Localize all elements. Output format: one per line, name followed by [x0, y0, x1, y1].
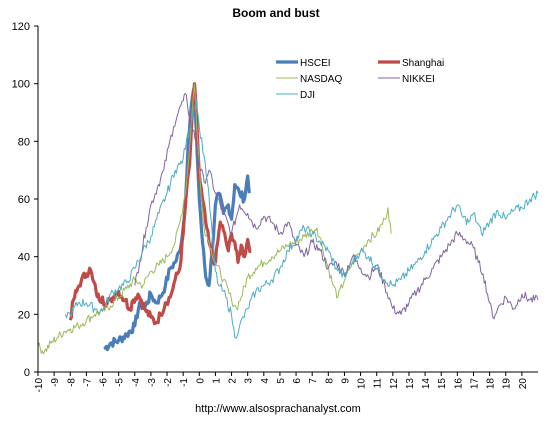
legend-entry-dji: DJI [276, 90, 315, 101]
x-tick-label-8: 8 [324, 378, 335, 384]
legend-label-hscei: HSCEI [300, 58, 331, 69]
x-tick-label-17: 17 [469, 378, 480, 390]
y-tick-label-0: 0 [24, 367, 30, 379]
x-tick-label-15: 15 [437, 378, 448, 390]
series-line-nasdaq [37, 83, 392, 355]
x-tick-label-9: 9 [340, 378, 351, 384]
x-tick-label-20: 20 [518, 378, 529, 390]
y-tick-label-100: 100 [12, 79, 30, 91]
legend: HSCEI Shanghai NASDAQ NIKKEI DJI [276, 58, 444, 101]
y-tick-label-40: 40 [18, 252, 30, 264]
legend-entry-hscei: HSCEI [276, 58, 331, 69]
x-tick-label-1: 1 [211, 378, 222, 384]
legend-label-dji: DJI [300, 90, 315, 101]
x-tick-label-14: 14 [421, 378, 432, 390]
x-tick-label-7: 7 [308, 378, 319, 384]
legend-label-shanghai: Shanghai [402, 58, 444, 69]
series-line-shanghai [68, 82, 252, 326]
y-tick-label-120: 120 [12, 21, 30, 33]
legend-entry-shanghai: Shanghai [378, 58, 444, 69]
x-tick-label--10: -10 [34, 378, 45, 393]
x-tick-label--1: -1 [179, 378, 190, 387]
series-line-dji [64, 97, 539, 339]
y-tick-label-20: 20 [18, 309, 30, 321]
x-tick-label-4: 4 [260, 378, 271, 384]
x-tick-label--5: -5 [115, 378, 126, 387]
legend-entry-nikkei: NIKKEI [378, 74, 435, 85]
x-tick-label-13: 13 [405, 378, 416, 390]
legend-label-nasdaq: NASDAQ [300, 74, 342, 85]
x-tick-label-0: 0 [195, 378, 206, 384]
x-tick-label--4: -4 [131, 378, 142, 387]
x-tick-label--2: -2 [163, 378, 174, 387]
x-tick-label-5: 5 [276, 378, 287, 384]
x-tick-label-18: 18 [486, 378, 497, 390]
plot-area [37, 82, 539, 355]
chart-title: Boom and bust [232, 6, 319, 20]
x-tick-label-16: 16 [453, 378, 464, 390]
y-tick-label-60: 60 [18, 194, 30, 206]
legend-entry-nasdaq: NASDAQ [276, 74, 342, 85]
x-tick-label-10: 10 [357, 378, 368, 390]
legend-label-nikkei: NIKKEI [402, 74, 435, 85]
series-line-hscei [103, 87, 251, 352]
x-tick-label-19: 19 [502, 378, 513, 390]
x-tick-label-3: 3 [244, 378, 255, 384]
footer-url: http://www.alsosprachanalyst.com [195, 403, 361, 415]
x-tick-label-6: 6 [292, 378, 303, 384]
y-tick-label-80: 80 [18, 136, 30, 148]
series-line-nikkei [134, 93, 539, 320]
x-tick-label--3: -3 [147, 378, 158, 387]
x-tick-label--8: -8 [66, 378, 77, 387]
x-tick-label-12: 12 [389, 378, 400, 390]
x-tick-label-2: 2 [228, 378, 239, 384]
x-tick-label--6: -6 [99, 378, 110, 387]
x-tick-label-11: 11 [373, 378, 384, 389]
x-tick-label--9: -9 [50, 378, 61, 387]
x-tick-label--7: -7 [82, 378, 93, 387]
